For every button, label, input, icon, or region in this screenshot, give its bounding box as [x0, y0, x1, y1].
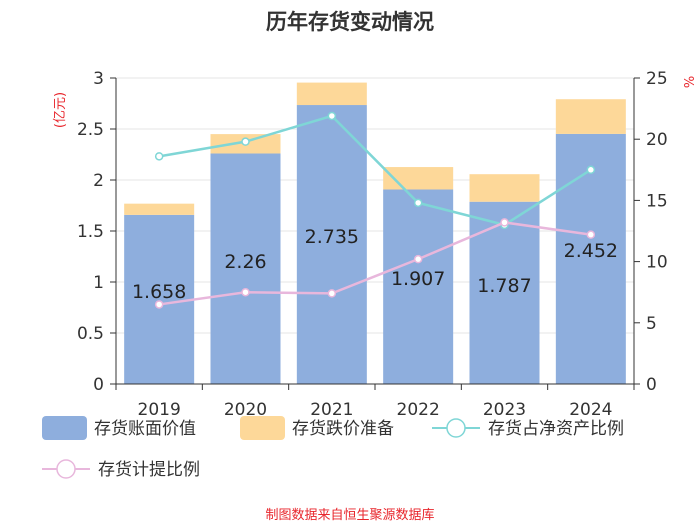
right-tick-label: 0 [646, 375, 657, 395]
line-point [154, 152, 164, 161]
legend-bar-swatch [240, 416, 285, 440]
line-series [158, 221, 592, 306]
legend-label: 存货占净资产比例 [488, 419, 624, 439]
bar-inventory-value [210, 153, 281, 384]
legend-marker [56, 459, 76, 479]
bar-value-label: 2.735 [305, 226, 359, 248]
left-tick-label: 0 [93, 375, 104, 395]
x-tick-label: 2020 [224, 400, 267, 420]
right-tick-label: 5 [646, 314, 657, 334]
bar-value-label: 1.787 [477, 275, 531, 297]
x-tick-label: 2023 [483, 400, 526, 420]
bar-value-label: 1.907 [391, 268, 445, 290]
legend-label: 存货账面价值 [94, 419, 196, 439]
bar-impairment-reserve [555, 99, 626, 134]
chart-title: 历年存货变动情况 [266, 10, 434, 34]
x-tick-label: 2022 [397, 400, 440, 420]
bar-inventory-value [555, 133, 626, 384]
line-point [327, 111, 337, 121]
line-point [413, 254, 423, 264]
left-tick-label: 2 [93, 171, 104, 191]
right-tick-label: 25 [646, 69, 668, 89]
bar-value-label: 2.452 [564, 240, 618, 262]
left-tick-label: 3 [93, 69, 104, 89]
bar-inventory-value [124, 214, 195, 384]
left-axis-unit: (亿元) [53, 92, 68, 128]
axes: 0 0.5 1 1.5 2 2.5 3 0 5 10 15 20 25 2019 2020 2021 2022 2… [77, 69, 668, 420]
left-tick-label: 1 [93, 273, 104, 293]
bars [124, 82, 626, 384]
bar-inventory-value [383, 189, 454, 384]
x-tick-label: 2024 [569, 400, 612, 420]
right-tick-label: 15 [646, 191, 668, 211]
bar-labels: 1.658 2.26 2.735 1.907 1.787 2.452 [132, 226, 618, 303]
right-axis-unit: % [683, 76, 698, 88]
bar-impairment-reserve [469, 174, 540, 202]
line-point [327, 289, 337, 298]
bar-value-label: 1.658 [132, 281, 186, 303]
x-tick-label: 2019 [138, 400, 181, 420]
line-point [586, 230, 596, 239]
source-note: 制图数据来自恒生聚源数据库 [265, 507, 434, 523]
bar-impairment-reserve [124, 203, 195, 215]
legend-label: 存货跌价准备 [292, 419, 394, 439]
line-series [158, 114, 592, 227]
legend-label: 存货计提比例 [98, 460, 200, 480]
line-point [241, 137, 250, 146]
line-point [413, 198, 423, 208]
x-tick-label: 2021 [310, 400, 353, 420]
right-tick-label: 10 [646, 253, 668, 273]
line-point [154, 300, 164, 309]
bar-impairment-reserve [296, 82, 367, 106]
bar-inventory-value [296, 105, 367, 384]
left-tick-label: 2.5 [77, 120, 104, 140]
right-tick-label: 20 [646, 130, 668, 150]
bar-value-label: 2.26 [224, 251, 266, 273]
line-point [241, 287, 250, 297]
line-point [586, 165, 596, 175]
gridlines [116, 77, 634, 334]
left-tick-label: 1.5 [77, 222, 104, 242]
legend-bar-swatch [42, 416, 87, 440]
legend-marker [446, 418, 466, 438]
line-point [500, 218, 509, 227]
lines [154, 111, 596, 309]
left-tick-label: 0.5 [77, 324, 104, 344]
